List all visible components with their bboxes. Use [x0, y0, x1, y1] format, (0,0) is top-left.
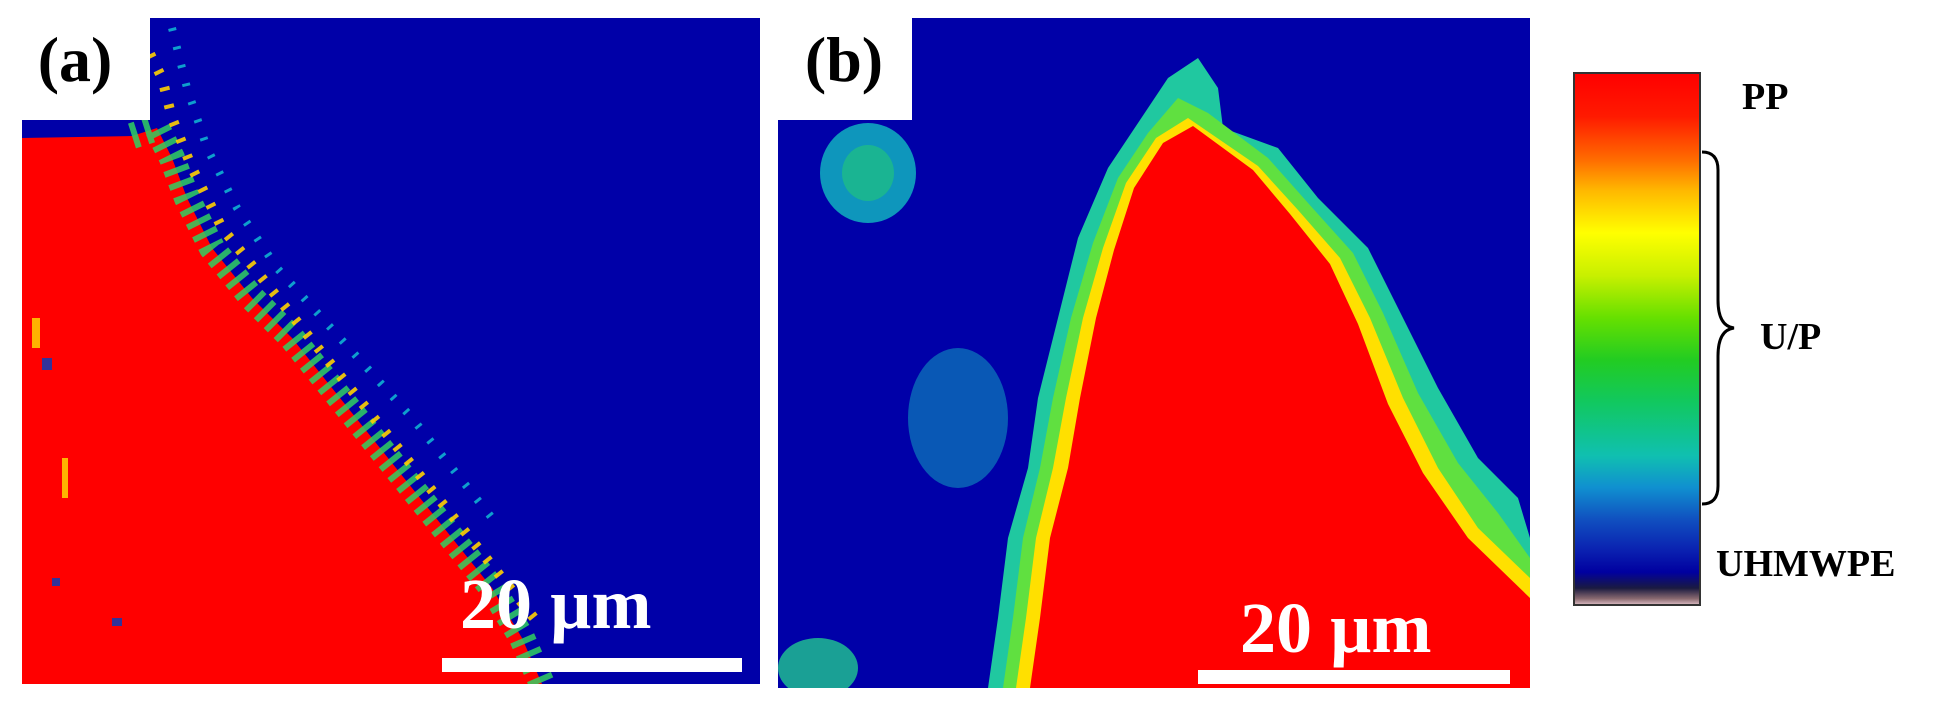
image-panel-a: (a) 20 µm	[22, 18, 760, 684]
panel-label-b: (b)	[778, 18, 912, 120]
legend-label-up: U/P	[1760, 316, 1822, 358]
scale-bar-a	[442, 658, 742, 672]
colorbar-legend	[1573, 72, 1701, 606]
scale-bar-text-a: 20 µm	[460, 564, 652, 644]
brace-icon	[1701, 150, 1735, 506]
panel-label-a: (a)	[22, 18, 150, 120]
legend-label-uhmwpe: UHMWPE	[1716, 543, 1896, 585]
phase-map-b	[778, 18, 1530, 688]
scale-bar-b	[1198, 670, 1510, 684]
scale-bar-text-b: 20 µm	[1240, 588, 1432, 668]
image-panel-b: (b) 20 µm	[778, 18, 1530, 688]
legend-label-pp: PP	[1742, 76, 1789, 118]
phase-map-a	[22, 18, 760, 684]
